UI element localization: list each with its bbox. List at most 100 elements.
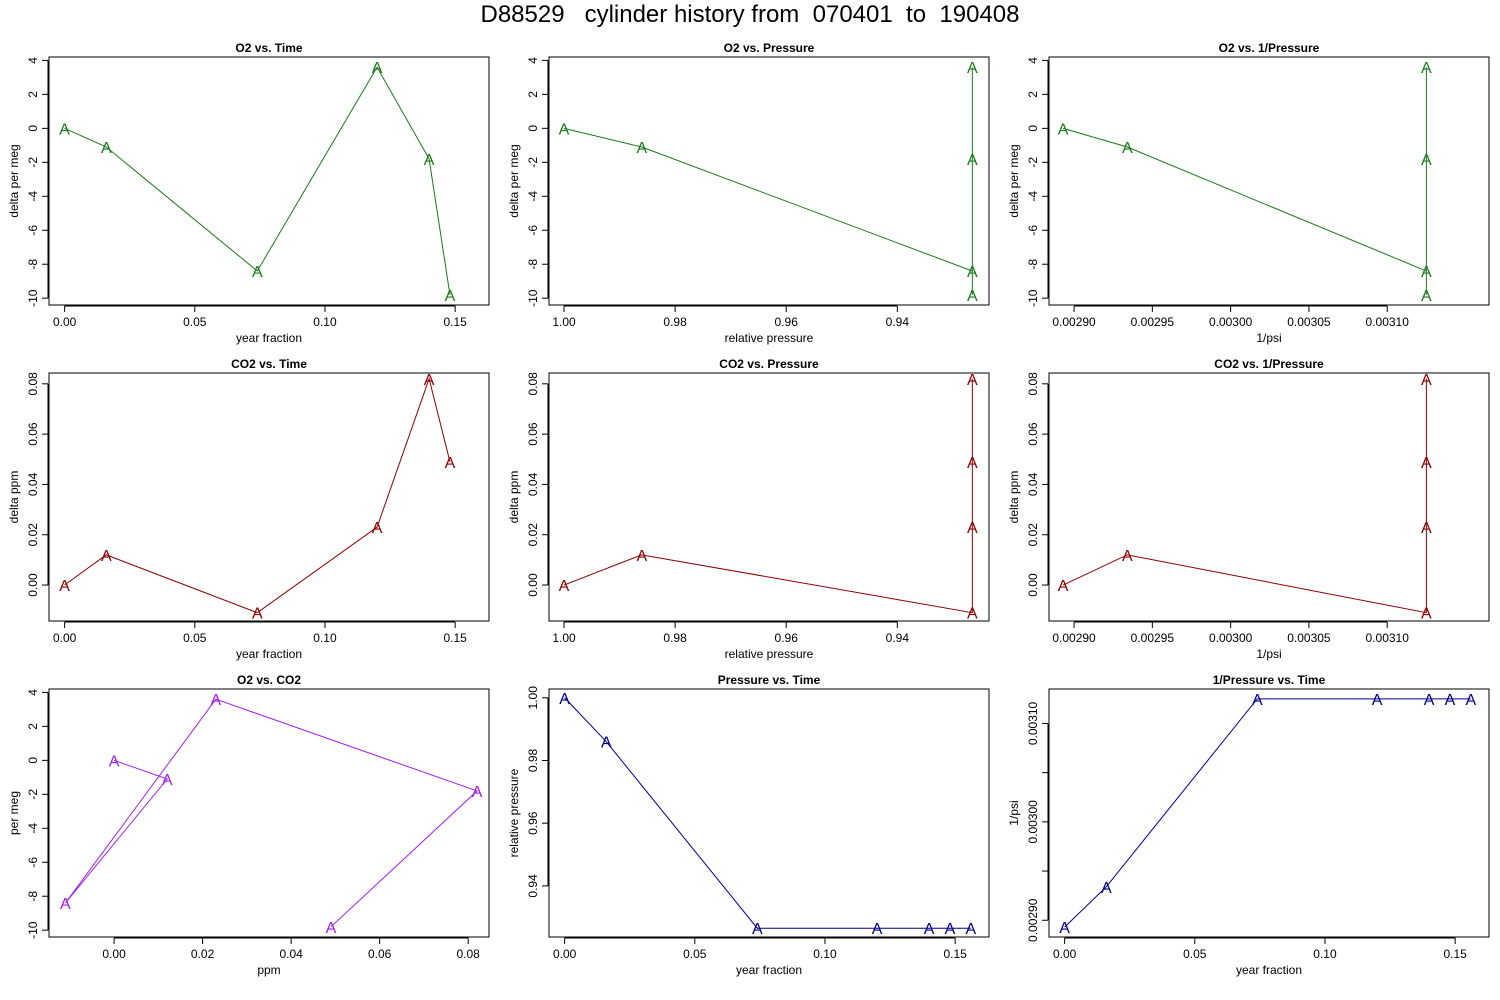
y-tick-label: 4 (26, 57, 40, 64)
data-point-marker: A (967, 520, 978, 537)
y-tick-label: 0.04 (526, 472, 540, 496)
data-point-marker: A (1122, 548, 1133, 565)
y-tick-label: 0.00310 (1026, 701, 1040, 745)
y-tick-label: 0.00 (26, 573, 40, 597)
data-point-marker: A (1372, 692, 1383, 709)
x-tick-label: 0.98 (663, 315, 687, 329)
x-axis-label: relative pressure (725, 647, 814, 661)
series-line (64, 377, 451, 614)
x-axis-label: 1/psi (1256, 331, 1281, 345)
series-line (563, 378, 973, 614)
series-line (64, 698, 478, 928)
y-tick-label: 0.02 (26, 523, 40, 547)
y-tick-label: 0.00 (526, 573, 540, 597)
x-tick-label: 0.15 (1443, 947, 1467, 961)
y-axis-label: delta per meg (7, 144, 21, 217)
chart-title: O2 vs. CO2 (237, 673, 301, 687)
data-point-marker: A (424, 152, 435, 169)
plot-frame (1048, 56, 1490, 306)
y-tick-label: 4 (526, 57, 540, 64)
x-tick-label: 0.00295 (1131, 315, 1175, 329)
y-tick-label: 0.96 (526, 811, 540, 835)
data-point-marker: A (59, 121, 70, 138)
x-tick-label: 0.05 (183, 631, 207, 645)
x-tick-label: 0.05 (1183, 947, 1207, 961)
chart-panel-2: O2 vs. Pressure 1.00 0.98 0.96 0.94 relative … (507, 41, 990, 345)
plot-frame (548, 56, 990, 306)
data-point-marker: A (1421, 606, 1432, 623)
data-point-marker: A (60, 896, 71, 913)
data-point-marker: A (559, 691, 570, 708)
figure-title: D88529 cylinder history from 070401 to 1… (480, 1, 1020, 28)
y-tick-label: -10 (26, 289, 40, 307)
x-tick-label: 0.00300 (1209, 631, 1253, 645)
y-tick-label: 0.00300 (1026, 800, 1040, 844)
y-tick-label: 1.00 (526, 686, 540, 710)
y-axis-label: delta ppm (1007, 471, 1021, 524)
y-tick-label: -2 (26, 789, 40, 800)
y-tick-label: 0 (26, 125, 40, 132)
data-point-marker: A (211, 692, 222, 709)
y-tick-label: -2 (26, 157, 40, 168)
data-point-marker: A (372, 60, 383, 77)
data-point-marker: A (101, 548, 112, 565)
y-tick-label: -8 (1026, 259, 1040, 270)
series-line (1062, 67, 1427, 295)
x-tick-label: 0.10 (813, 947, 837, 961)
x-tick-label: 1.00 (552, 631, 576, 645)
data-point-marker: A (967, 606, 978, 623)
y-axis-label: relative pressure (507, 768, 521, 857)
data-point-marker: A (1058, 121, 1069, 138)
data-point-marker: A (967, 372, 978, 389)
x-tick-label: 0.04 (279, 947, 303, 961)
chart-title: O2 vs. Time (235, 41, 302, 55)
y-tick-label: 0.04 (1026, 472, 1040, 496)
x-tick-label: 0.06 (368, 947, 392, 961)
x-tick-label: 1.00 (552, 315, 576, 329)
data-point-marker: A (372, 520, 383, 537)
y-tick-label: 2 (26, 723, 40, 730)
y-tick-label: 0.08 (1026, 372, 1040, 396)
x-tick-label: 0.00305 (1287, 315, 1331, 329)
x-tick-label: 0.10 (313, 631, 337, 645)
x-tick-label: 0.00310 (1366, 315, 1410, 329)
plot-frame (48, 56, 490, 306)
data-point-marker: A (1058, 578, 1069, 595)
chart-title: CO2 vs. 1/Pressure (1214, 357, 1324, 371)
chart-title: O2 vs. Pressure (724, 41, 815, 55)
x-tick-label: 0.02 (191, 947, 215, 961)
y-tick-label: 0.00 (1026, 573, 1040, 597)
data-point-marker: A (1421, 520, 1432, 537)
x-tick-label: 0.08 (457, 947, 481, 961)
x-tick-label: 0.00310 (1366, 631, 1410, 645)
y-tick-label: -8 (26, 891, 40, 902)
data-point-marker: A (1101, 880, 1112, 897)
series-line (1062, 378, 1427, 614)
data-point-marker: A (601, 735, 612, 752)
y-tick-label: -10 (526, 289, 540, 307)
y-tick-label: 0 (1026, 125, 1040, 132)
data-point-marker: A (445, 288, 456, 305)
chart-panel-6: CO2 vs. 1/Pressure 0.00290 0.00295 0.00300 0… (1007, 357, 1490, 661)
data-point-marker: A (559, 578, 570, 595)
data-point-marker: A (1421, 372, 1432, 389)
data-point-marker: A (945, 921, 956, 938)
x-tick-label: 0.94 (886, 631, 910, 645)
y-tick-label: -6 (26, 225, 40, 236)
x-axis-label: year fraction (1236, 963, 1302, 977)
x-tick-label: 0.00 (102, 947, 126, 961)
chart-title: CO2 vs. Pressure (719, 357, 819, 371)
data-point-marker: A (1421, 152, 1432, 169)
x-tick-label: 0.98 (663, 631, 687, 645)
data-point-marker: A (101, 140, 112, 157)
plot-frame (48, 688, 490, 938)
data-point-marker: A (967, 288, 978, 305)
data-point-marker: A (965, 921, 976, 938)
data-point-marker: A (872, 921, 883, 938)
data-point-marker: A (752, 921, 763, 938)
x-axis-label: 1/psi (1256, 647, 1281, 661)
y-tick-label: -2 (526, 157, 540, 168)
x-tick-label: 0.00305 (1287, 631, 1331, 645)
x-tick-label: 0.10 (1313, 947, 1337, 961)
x-tick-label: 0.94 (886, 315, 910, 329)
